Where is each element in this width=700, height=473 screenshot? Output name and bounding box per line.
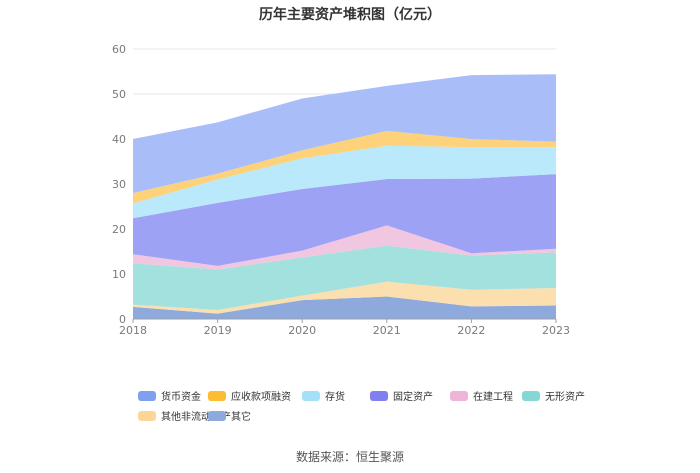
y-tick-label: 20 <box>112 223 126 236</box>
legend-label: 在建工程 <box>473 392 513 403</box>
x-tick-label: 2023 <box>542 324 570 337</box>
legend-swatch <box>208 410 226 421</box>
legend-item[interactable]: 货币资金 <box>138 388 201 403</box>
legend-swatch <box>370 390 388 401</box>
chart-title: 历年主要资产堆积图（亿元） <box>259 7 441 23</box>
x-tick-label: 2019 <box>204 324 232 337</box>
area-series-7 <box>133 74 556 193</box>
area-series-0 <box>133 296 556 319</box>
area-series-6 <box>133 130 556 204</box>
x-tick-label: 2022 <box>457 324 485 337</box>
area-series-4 <box>133 174 556 266</box>
legend-item[interactable]: 存货 <box>302 388 345 403</box>
legend-item[interactable]: 其他非流动资产 <box>138 408 231 423</box>
legend-label: 无形资产 <box>545 392 585 403</box>
legend-label: 固定资产 <box>393 392 433 403</box>
legend-swatch <box>208 390 226 401</box>
area-layer <box>133 74 556 319</box>
legend-label: 应收款项融资 <box>231 392 291 403</box>
y-tick-label: 60 <box>112 43 126 56</box>
legend-item[interactable]: 其它 <box>208 408 251 423</box>
y-tick-label: 0 <box>119 313 126 326</box>
area-series-5 <box>133 145 556 219</box>
data-source: 数据来源：恒生聚源 <box>295 450 404 464</box>
area-series-2 <box>133 245 556 310</box>
x-tick-label: 2021 <box>373 324 401 337</box>
area-series-1 <box>133 281 556 314</box>
legend-label: 存货 <box>325 392 345 403</box>
legend-swatch <box>522 390 540 401</box>
legend-label: 其他非流动资产 <box>161 412 231 423</box>
y-tick-label: 50 <box>112 88 126 101</box>
legend-item[interactable]: 应收款项融资 <box>208 388 291 403</box>
legend-item[interactable]: 固定资产 <box>370 388 433 403</box>
y-tick-label: 30 <box>112 178 126 191</box>
legend-swatch <box>450 390 468 401</box>
axis-layer: 0 10 20 30 40 50 60 2018 2019 2020 2021 2022 2023 <box>112 43 570 337</box>
x-tick-label: 2020 <box>288 324 316 337</box>
legend-item[interactable]: 在建工程 <box>450 388 513 403</box>
legend-item[interactable]: 无形资产 <box>522 388 585 403</box>
y-tick-label: 40 <box>112 133 126 146</box>
legend-swatch <box>138 390 156 401</box>
legend-label: 货币资金 <box>161 392 201 403</box>
y-tick-label: 10 <box>112 268 126 281</box>
legend-swatch <box>302 390 320 401</box>
x-tick-label: 2018 <box>119 324 147 337</box>
area-series-3 <box>133 225 556 270</box>
legend-label: 其它 <box>231 412 251 423</box>
legend-swatch <box>138 410 156 421</box>
